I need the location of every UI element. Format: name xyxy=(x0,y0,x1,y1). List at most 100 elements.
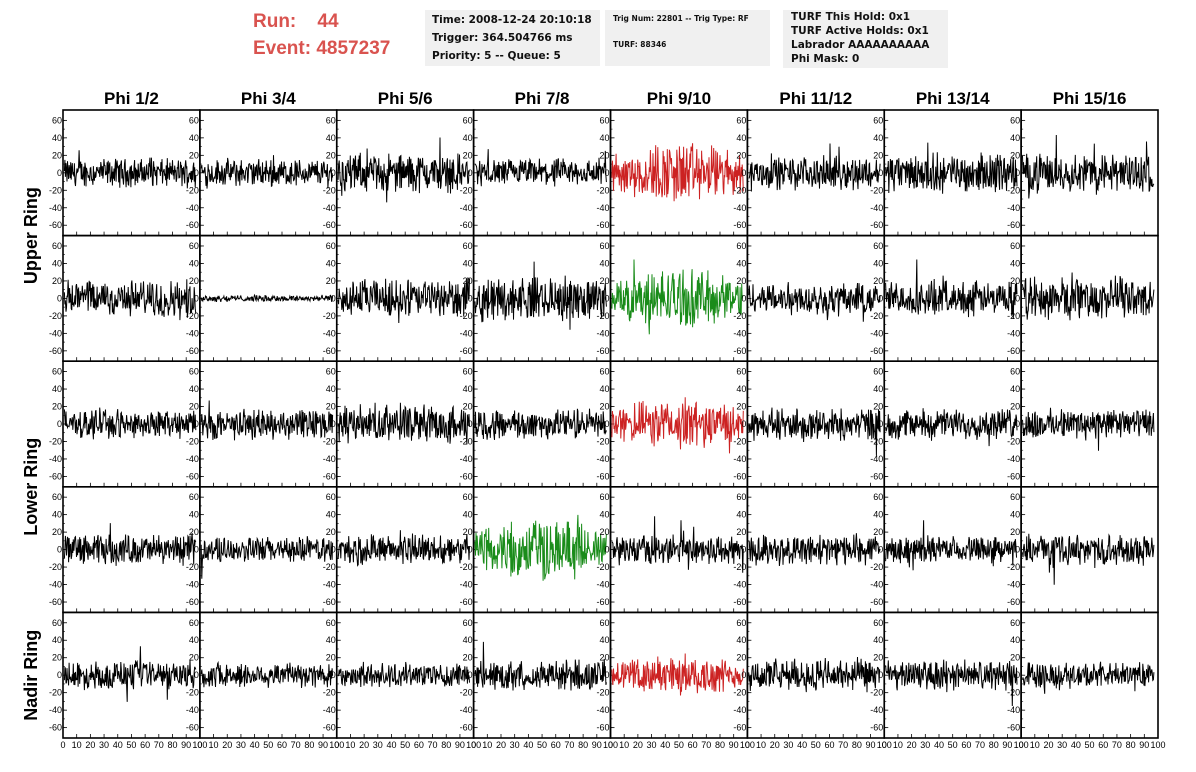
y-tick-label: -20 xyxy=(733,185,746,195)
y-tick-label: 40 xyxy=(189,384,199,394)
waveform-trace xyxy=(748,143,881,192)
y-tick-label: -60 xyxy=(49,220,62,230)
column-header: Phi 13/14 xyxy=(916,89,990,108)
y-tick-label: -60 xyxy=(870,346,883,356)
y-tick-label: 0 xyxy=(57,670,62,680)
y-tick-label: 60 xyxy=(1010,241,1020,251)
x-tick-label: 80 xyxy=(578,740,588,750)
y-tick-label: 40 xyxy=(599,635,609,645)
y-tick-label: -40 xyxy=(870,580,883,590)
y-tick-label: 40 xyxy=(52,133,62,143)
x-tick-label: 10 xyxy=(482,740,492,750)
y-tick-label: -20 xyxy=(870,436,883,446)
y-tick-label: -60 xyxy=(870,220,883,230)
y-tick-label: -20 xyxy=(596,436,609,446)
y-tick-label: -60 xyxy=(323,220,336,230)
y-tick-label: 40 xyxy=(599,133,609,143)
y-tick-label: 40 xyxy=(463,258,473,268)
y-tick-label: 0 xyxy=(57,419,62,429)
x-tick-label: 20 xyxy=(496,740,506,750)
x-tick-label: 30 xyxy=(647,740,657,750)
y-tick-label: 20 xyxy=(873,527,883,537)
y-tick-label: 40 xyxy=(52,635,62,645)
y-tick-label: 40 xyxy=(463,133,473,143)
x-tick-label: 60 xyxy=(688,740,698,750)
x-tick-label: 100 xyxy=(740,740,755,750)
y-tick-label: 20 xyxy=(736,402,746,412)
y-tick-label: 40 xyxy=(189,133,199,143)
y-tick-label: 20 xyxy=(599,527,609,537)
y-tick-label: 20 xyxy=(463,150,473,160)
x-tick-label: 50 xyxy=(126,740,136,750)
time-line: Time: 2008-12-24 20:10:18 xyxy=(432,14,592,26)
trig-line: Trig Num: 22801 -- Trig Type: RF xyxy=(613,14,749,23)
y-tick-label: 0 xyxy=(468,293,473,303)
y-tick-label: -60 xyxy=(186,723,199,733)
y-tick-label: 40 xyxy=(52,258,62,268)
column-header: Phi 5/6 xyxy=(378,89,433,108)
y-tick-label: 40 xyxy=(463,635,473,645)
y-tick-label: 60 xyxy=(463,367,473,377)
y-tick-label: -20 xyxy=(596,562,609,572)
y-tick-label: 60 xyxy=(189,115,199,125)
run-value: 44 xyxy=(317,11,339,32)
y-tick-label: 60 xyxy=(599,241,609,251)
x-tick-label: 90 xyxy=(181,740,191,750)
column-header: Phi 3/4 xyxy=(241,89,296,108)
x-tick-label: 40 xyxy=(1071,740,1081,750)
y-tick-label: 0 xyxy=(604,670,609,680)
y-tick-label: 20 xyxy=(326,150,336,160)
y-tick-label: -20 xyxy=(733,311,746,321)
event-value: 4857237 xyxy=(316,38,391,59)
y-tick-label: 40 xyxy=(599,510,609,520)
x-tick-label: 70 xyxy=(1112,740,1122,750)
y-tick-label: -40 xyxy=(733,454,746,464)
y-tick-label: 0 xyxy=(604,293,609,303)
y-tick-label: 0 xyxy=(878,545,883,555)
waveform-trace xyxy=(200,155,334,189)
y-tick-label: -60 xyxy=(323,723,336,733)
turf-active-line: TURF Active Holds: 0x1 xyxy=(791,25,929,37)
y-tick-label: -60 xyxy=(460,597,473,607)
x-tick-label: 80 xyxy=(1126,740,1136,750)
x-tick-label: 60 xyxy=(824,740,834,750)
y-tick-label: 60 xyxy=(873,618,883,628)
y-tick-label: 0 xyxy=(878,670,883,680)
y-tick-label: 0 xyxy=(604,419,609,429)
y-tick-label: 60 xyxy=(326,241,336,251)
y-tick-label: 20 xyxy=(463,527,473,537)
x-tick-label: 90 xyxy=(1139,740,1149,750)
y-tick-label: -60 xyxy=(1007,471,1020,481)
y-tick-label: -60 xyxy=(870,723,883,733)
y-tick-label: 0 xyxy=(741,419,746,429)
column-header: Phi 11/12 xyxy=(779,89,852,108)
y-tick-label: 40 xyxy=(463,384,473,394)
y-tick-label: 60 xyxy=(326,115,336,125)
waveform-trace xyxy=(611,516,744,573)
x-tick-label: 0 xyxy=(608,740,613,750)
y-tick-label: 20 xyxy=(326,653,336,663)
y-tick-label: -20 xyxy=(733,562,746,572)
y-tick-label: 0 xyxy=(604,168,609,178)
y-tick-label: 40 xyxy=(1010,510,1020,520)
y-tick-label: 20 xyxy=(1010,150,1020,160)
x-tick-label: 90 xyxy=(455,740,465,750)
y-tick-label: -40 xyxy=(1007,203,1020,213)
y-tick-label: -60 xyxy=(186,346,199,356)
x-tick-label: 20 xyxy=(907,740,917,750)
x-tick-label: 90 xyxy=(1002,740,1012,750)
y-tick-label: -60 xyxy=(733,346,746,356)
y-tick-label: -60 xyxy=(733,471,746,481)
ring-label: Lower Ring xyxy=(21,438,41,536)
y-tick-label: 60 xyxy=(326,367,336,377)
y-tick-label: -40 xyxy=(460,580,473,590)
y-tick-label: 60 xyxy=(189,367,199,377)
y-tick-label: -20 xyxy=(1007,185,1020,195)
waveform-trace xyxy=(337,661,470,688)
turf-hold-line: TURF This Hold: 0x1 xyxy=(791,11,911,23)
y-tick-label: -60 xyxy=(323,597,336,607)
column-header: Phi 1/2 xyxy=(104,89,159,108)
y-tick-label: 0 xyxy=(878,419,883,429)
waveform-trace xyxy=(1022,533,1155,585)
y-tick-label: 20 xyxy=(736,653,746,663)
